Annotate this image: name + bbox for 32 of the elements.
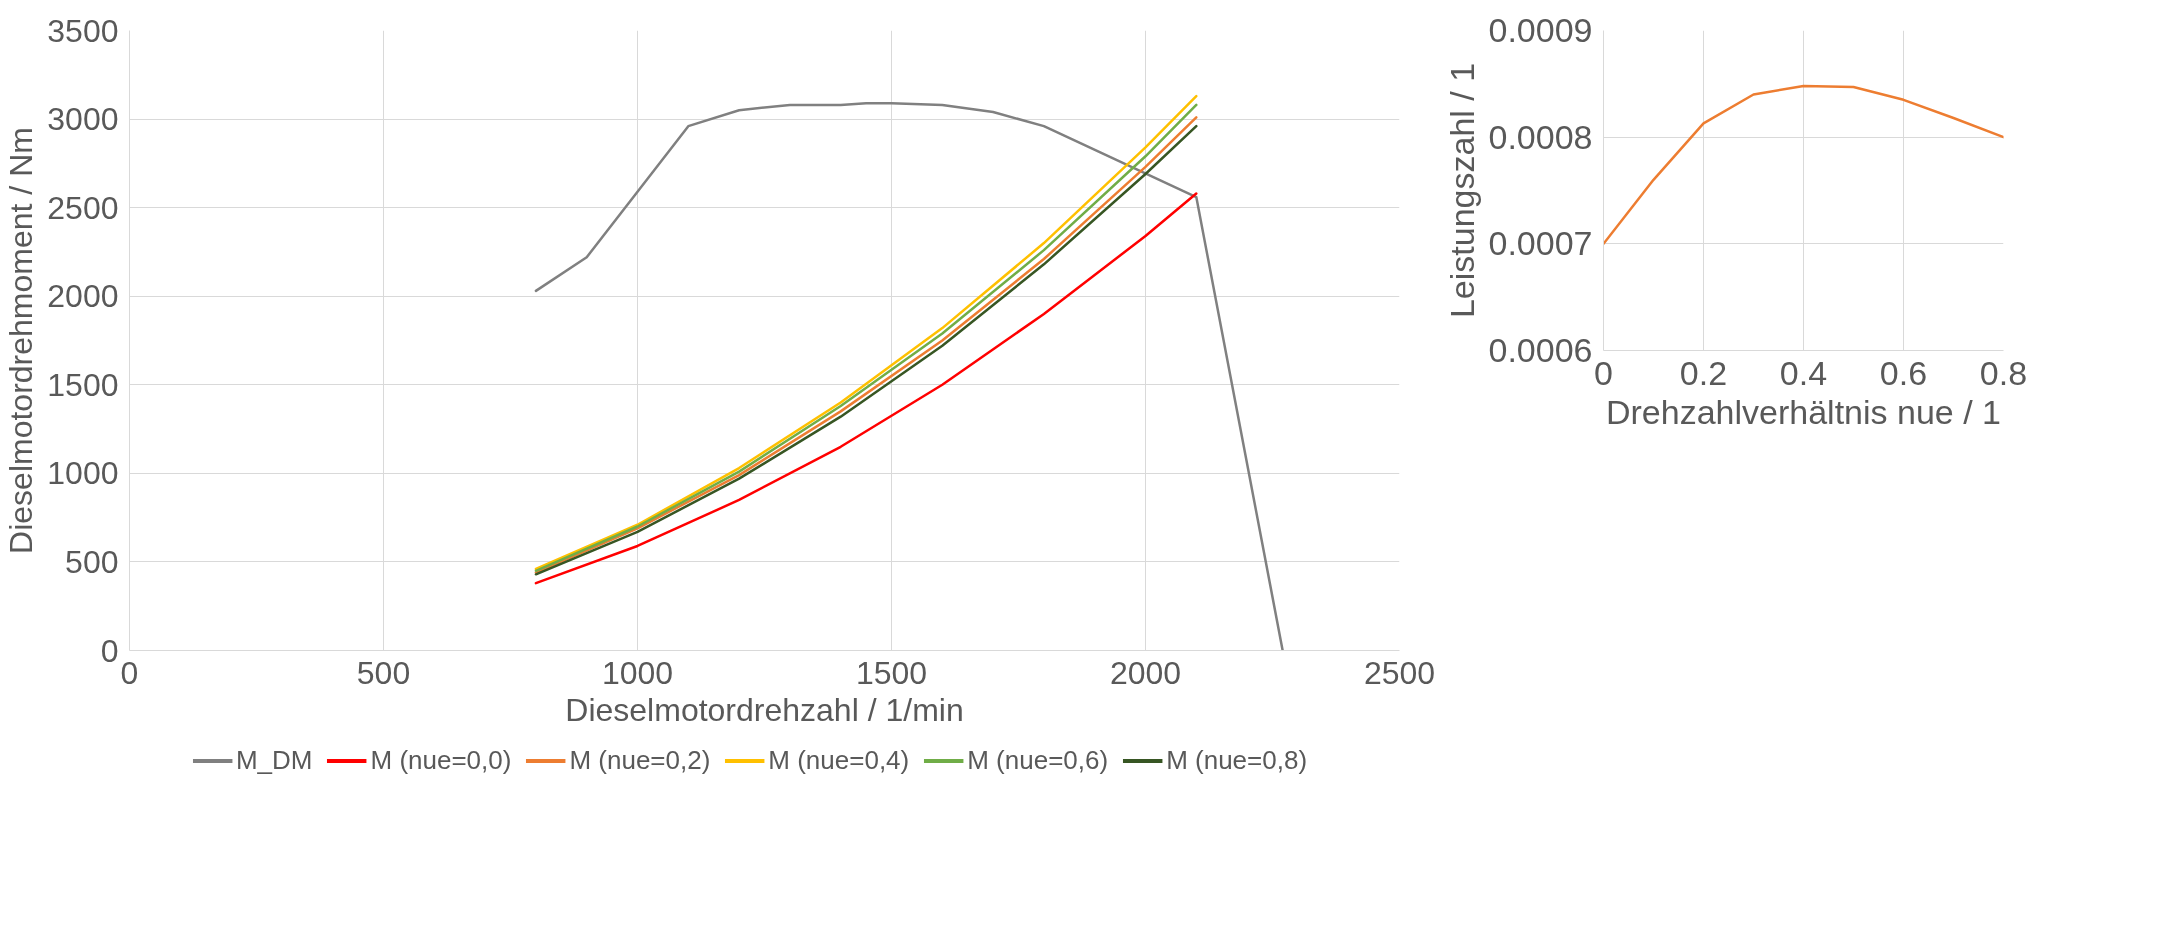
x-tick-label: 0.6: [1879, 353, 1928, 392]
x-tick-label: 0.4: [1779, 353, 1828, 392]
y-tick-label: 3500: [47, 12, 119, 49]
y-tick-label: 0.0008: [1488, 117, 1593, 156]
y-axis-title: Dieselmotordrehmoment / Nm: [3, 127, 40, 554]
y-axis-title: Leistungszahl / 1: [1442, 62, 1481, 319]
x-tick-label: 0.2: [1679, 353, 1728, 392]
legend-label: M (nue=0,0): [370, 744, 512, 776]
x-tick-label: 500: [356, 654, 411, 691]
legend-label: M_DM: [235, 744, 313, 776]
x-tick-label: 1500: [855, 654, 928, 691]
y-tick-label: 2000: [47, 278, 119, 315]
x-axis-title: Drehzahlverhältnis nue / 1: [1606, 392, 2002, 431]
y-tick-label: 1000: [47, 455, 119, 492]
y-tick-label: 0.0009: [1488, 11, 1593, 49]
y-tick-label: 0.0007: [1488, 224, 1593, 263]
y-tick-label: 500: [65, 543, 119, 580]
legend-label: M (nue=0,6): [967, 744, 1109, 776]
legend-label: M (nue=0,2): [569, 744, 711, 776]
line-series: [534, 192, 1198, 585]
x-axis-title: Dieselmotordrehzahl / 1/min: [565, 691, 964, 728]
x-tick-label: 2500: [1363, 654, 1436, 691]
y-tick-label: 0.0006: [1488, 331, 1593, 369]
legend-label: M (nue=0,4): [768, 744, 910, 776]
x-tick-label: 0.8: [1979, 353, 2028, 392]
x-tick-label: 2000: [1109, 654, 1182, 691]
legend-label: M (nue=0,8): [1166, 744, 1308, 776]
y-tick-label: 3000: [47, 101, 119, 138]
x-tick-label: 1000: [601, 654, 674, 691]
line-series: [534, 101, 1284, 651]
line-series: [1603, 84, 2004, 246]
y-tick-label: 2500: [47, 189, 119, 226]
